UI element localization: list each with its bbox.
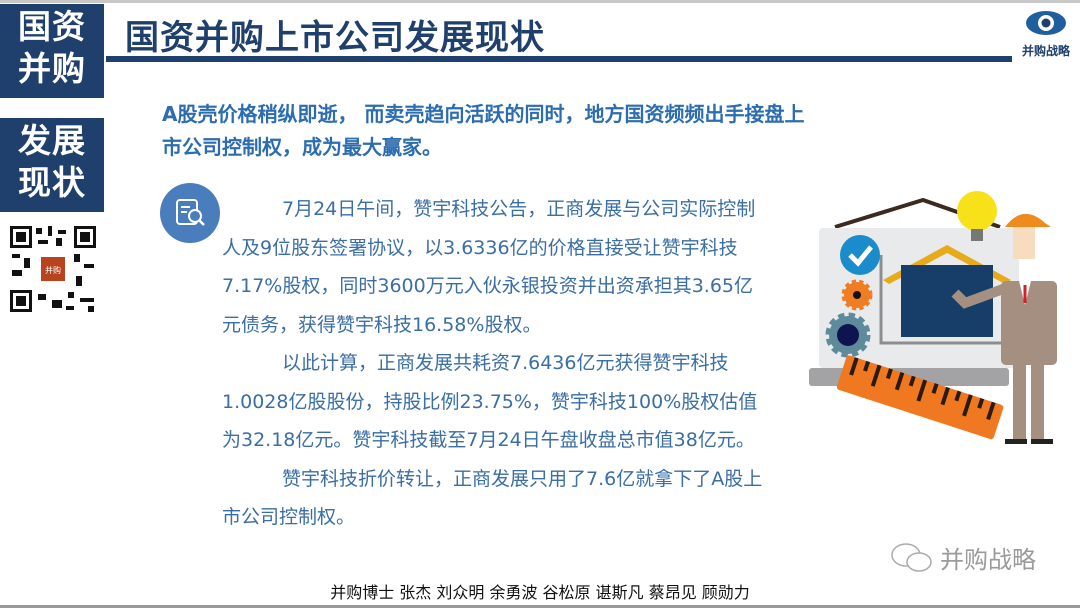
page-title: 国资并购上市公司发展现状	[125, 18, 545, 58]
wechat-icon	[891, 542, 932, 572]
svg-text:并购: 并购	[45, 265, 61, 275]
text-line: 人及9位股东签署协议，以3.6336亿的价格直接受让赞宇科技	[222, 236, 738, 259]
logo-text: 并购战略	[1021, 44, 1070, 58]
text-line: 赞宇科技折价转让，正商发展只用了7.6亿就拿下了A股上	[282, 467, 763, 490]
paragraph: 赞宇科技折价转让，正商发展只用了7.6亿就拿下了A股上 市公司控制权。	[222, 460, 822, 537]
qr-code: 并购	[8, 224, 98, 314]
bottom-border	[0, 605, 1080, 608]
construction-illustration	[809, 191, 1057, 444]
ruler-icon	[836, 355, 1004, 440]
label-line: 发展	[18, 121, 86, 160]
check-icon	[840, 235, 880, 275]
wechat-watermark: 并购战略	[890, 540, 1036, 575]
footer-authors: 并购博士 张杰 刘众明 余勇波 谷松原 谌斯凡 蔡昂见 顾勋力	[330, 583, 750, 602]
watermark-text: 并购战略	[940, 546, 1036, 574]
subtitle-line: A股壳价格稍纵即逝， 而卖壳趋向活跃的同时，地方国资频频出手接盘上	[162, 102, 805, 126]
label-line: 现状	[18, 163, 86, 202]
subtitle: A股壳价格稍纵即逝， 而卖壳趋向活跃的同时，地方国资频频出手接盘上 市公司控制权…	[162, 98, 902, 164]
paragraph: 7月24日午间，赞宇科技公告，正商发展与公司实际控制 人及9位股东签署协议，以3…	[222, 190, 822, 344]
text-line: 以此计算，正商发展共耗资7.6436亿元获得赞宇科技	[282, 352, 729, 374]
subtitle-line: 市公司控制权，成为最大赢家。	[162, 135, 442, 159]
section-label-bottom: 发展 现状	[0, 118, 104, 212]
lightbulb-icon	[957, 191, 997, 231]
brand-logo: 并购战略	[1016, 8, 1076, 59]
title-underline	[106, 56, 1012, 62]
paragraph: 以此计算，正商发展共耗资7.6436亿元获得赞宇科技 1.0028亿股股份，持股…	[222, 344, 822, 460]
section-label-top: 国资 并购	[0, 4, 104, 98]
text-line: 为32.18亿元。赞宇科技截至7月24日午盘收盘总市值38亿元。	[222, 429, 755, 451]
engineer	[951, 213, 1057, 444]
text-line: 7月24日午间，赞宇科技公告，正商发展与公司实际控制	[282, 198, 756, 220]
document-search-icon	[160, 183, 220, 243]
label-line: 并购	[18, 49, 86, 88]
text-line: 7.17%股权，同时3600万元入伙永银投资并出资承担其3.65亿	[222, 275, 754, 297]
eye-icon	[1026, 11, 1066, 35]
text-line: 市公司控制权。	[222, 506, 356, 528]
top-border	[0, 0, 1080, 3]
text-line: 元债务，获得赞宇科技16.58%股权。	[222, 313, 542, 336]
label-line: 国资	[18, 7, 86, 46]
body-text: 7月24日午间，赞宇科技公告，正商发展与公司实际控制 人及9位股东签署协议，以3…	[222, 190, 822, 537]
text-line: 1.0028亿股股份，持股比例23.75%，赞宇科技100%股权估值	[222, 390, 758, 413]
